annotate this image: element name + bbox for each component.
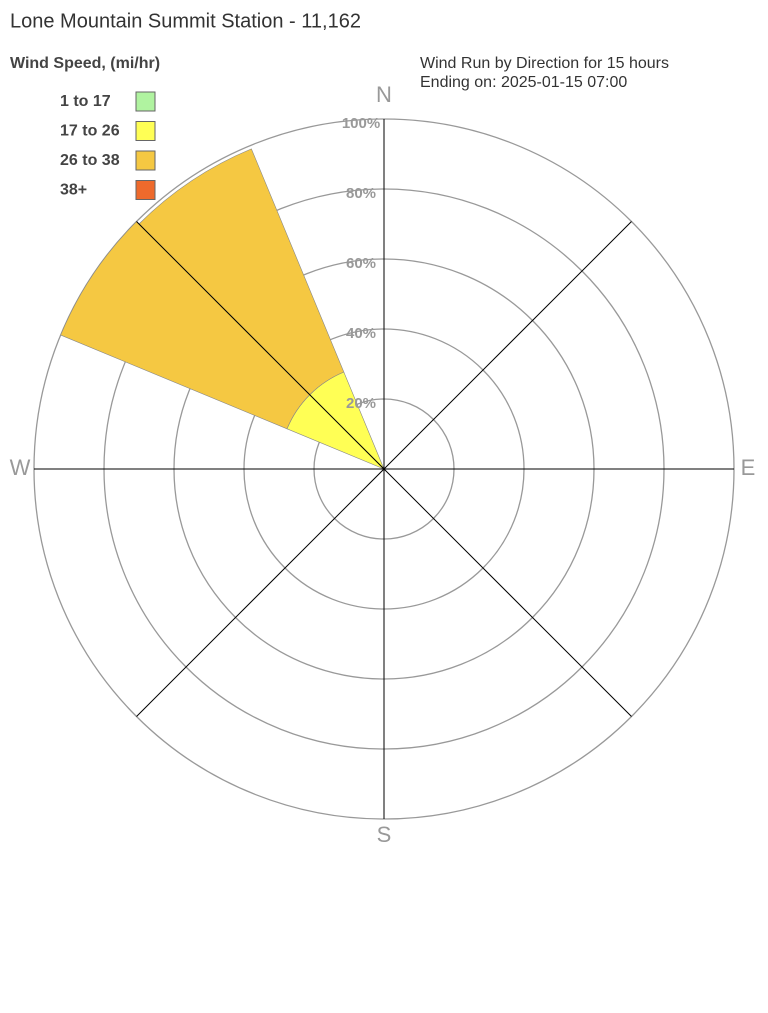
compass-label: N	[376, 82, 392, 107]
ring-label: 80%	[346, 185, 376, 202]
ring-label: 40%	[346, 325, 376, 342]
chart-title: Lone Mountain Summit Station - 11,162	[10, 10, 361, 32]
subtitle: Ending on: 2025-01-15 07:00	[420, 74, 627, 91]
sector	[60, 221, 311, 430]
ring-label: 20%	[346, 395, 376, 412]
compass-label: S	[377, 822, 392, 847]
legend-title: Wind Speed, (mi/hr)	[10, 55, 160, 72]
legend-swatch	[135, 121, 156, 141]
legend-swatch	[135, 180, 156, 200]
legend-label: 17 to 26	[60, 123, 120, 140]
subtitle: Wind Run by Direction for 15 hours	[420, 55, 669, 72]
legend-swatch	[135, 91, 156, 112]
legend-swatch	[135, 150, 156, 171]
ring-label: 100%	[342, 115, 380, 132]
spokes	[34, 119, 734, 819]
legend-label: 26 to 38	[60, 152, 120, 169]
ring-label: 60%	[346, 255, 376, 272]
spoke	[136, 221, 385, 470]
compass-label: W	[10, 455, 31, 480]
legend-label: 1 to 17	[60, 93, 111, 110]
spoke	[383, 221, 632, 470]
legend-label: 38+	[60, 182, 87, 199]
spoke	[136, 468, 385, 717]
sector	[138, 148, 345, 396]
compass-label: E	[741, 455, 756, 480]
spoke	[383, 468, 632, 717]
